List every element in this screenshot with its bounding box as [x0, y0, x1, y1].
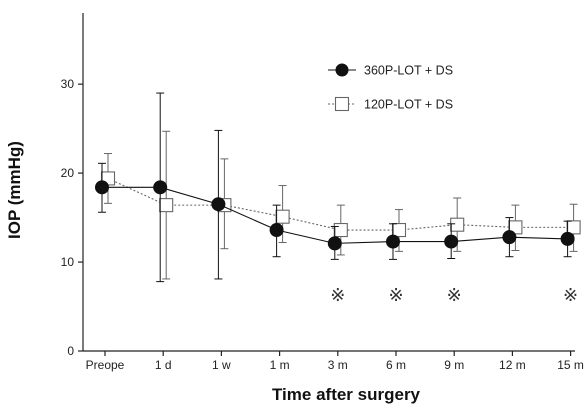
- y-tick-label: 10: [61, 255, 75, 269]
- x-tick-label: 12 m: [499, 358, 526, 372]
- data-point: [444, 234, 459, 249]
- x-tick-label: 1 d: [155, 358, 172, 372]
- x-tick-label: 15 m: [557, 358, 584, 372]
- data-point: [159, 198, 174, 213]
- data-point: [450, 217, 465, 232]
- legend-label: 360P-LOT + DS: [364, 64, 453, 78]
- y-tick-label: 30: [61, 77, 75, 91]
- legend: 360P-LOT + DS 120P-LOT + DS: [328, 63, 453, 112]
- significance-mark: ※: [388, 285, 403, 306]
- x-axis-title: Time after surgery: [272, 385, 421, 404]
- axes: 0 10 20 30 Preope 1 d 1 w 1 m 3 m 6 m 9 m 12 m 15 m: [61, 13, 584, 372]
- legend-item: 120P-LOT + DS: [328, 96, 453, 112]
- data-point: [95, 180, 109, 195]
- x-tick-label: Preope: [86, 358, 125, 372]
- data-point: [386, 234, 400, 249]
- y-axis-title: IOP (mmHg): [5, 141, 24, 239]
- plot-area: ※ ※ ※ ※: [95, 92, 581, 306]
- x-tick-label: 3 m: [328, 358, 348, 372]
- x-tick-label: 6 m: [386, 358, 406, 372]
- legend-marker: [335, 63, 349, 77]
- data-point: [502, 230, 517, 245]
- data-point: [566, 220, 581, 235]
- y-tick-label: 20: [61, 166, 75, 180]
- significance-mark: ※: [563, 285, 578, 306]
- data-point: [327, 236, 342, 251]
- y-tick-label: 0: [67, 344, 74, 358]
- series-filled-circle: [95, 92, 575, 283]
- data-point: [560, 231, 575, 246]
- legend-item: 360P-LOT + DS: [328, 63, 453, 78]
- data-point: [211, 197, 226, 212]
- significance-mark: ※: [330, 285, 345, 306]
- legend-label: 120P-LOT + DS: [364, 98, 453, 112]
- x-tick-label: 1 w: [212, 358, 231, 372]
- x-tick-label: 1 m: [270, 358, 290, 372]
- data-point: [275, 209, 290, 224]
- data-point: [333, 222, 348, 238]
- data-point: [153, 180, 168, 195]
- data-point: [391, 222, 407, 238]
- significance-mark: ※: [447, 285, 462, 306]
- legend-marker: [334, 96, 350, 112]
- data-point: [269, 223, 284, 238]
- x-tick-label: 9 m: [444, 358, 464, 372]
